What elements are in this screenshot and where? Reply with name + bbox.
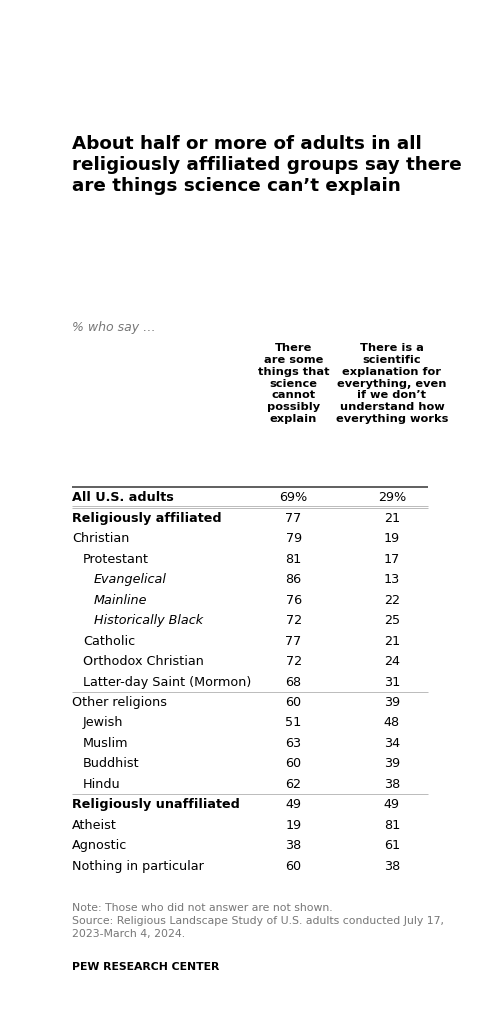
Text: 68: 68 [285, 675, 302, 688]
Text: 38: 38 [384, 860, 400, 873]
Text: All U.S. adults: All U.S. adults [72, 491, 174, 504]
Text: 77: 77 [285, 634, 302, 648]
Text: 69%: 69% [280, 491, 308, 504]
Text: 39: 39 [384, 696, 400, 709]
Text: 60: 60 [285, 757, 302, 770]
Text: Muslim: Muslim [83, 737, 128, 750]
Text: 39: 39 [384, 757, 400, 770]
Text: Protestant: Protestant [83, 552, 149, 566]
Text: 63: 63 [285, 737, 302, 750]
Text: 48: 48 [384, 716, 400, 729]
Text: Hindu: Hindu [83, 777, 121, 791]
Text: 62: 62 [285, 777, 302, 791]
Text: There is a
scientific
explanation for
everything, even
if we don’t
understand ho: There is a scientific explanation for ev… [336, 344, 448, 424]
Text: 79: 79 [285, 532, 302, 545]
Text: 81: 81 [384, 818, 400, 832]
Text: 60: 60 [285, 860, 302, 873]
Text: 31: 31 [384, 675, 400, 688]
Text: Historically Black: Historically Black [94, 614, 203, 627]
Text: Atheist: Atheist [72, 818, 117, 832]
Text: 22: 22 [384, 593, 400, 607]
Text: About half or more of adults in all
religiously affiliated groups say there
are : About half or more of adults in all reli… [72, 135, 462, 194]
Text: 51: 51 [285, 716, 302, 729]
Text: 17: 17 [384, 552, 400, 566]
Text: Nothing in particular: Nothing in particular [72, 860, 204, 873]
Text: Religiously affiliated: Religiously affiliated [72, 512, 222, 525]
Text: 86: 86 [285, 573, 302, 586]
Text: 72: 72 [285, 614, 302, 627]
Text: 77: 77 [285, 512, 302, 525]
Text: 60: 60 [285, 696, 302, 709]
Text: 21: 21 [384, 512, 400, 525]
Text: Evangelical: Evangelical [94, 573, 166, 586]
Text: 19: 19 [384, 532, 400, 545]
Text: 49: 49 [285, 798, 302, 811]
Text: 29%: 29% [378, 491, 406, 504]
Text: Orthodox Christian: Orthodox Christian [83, 655, 204, 668]
Text: % who say …: % who say … [72, 321, 156, 335]
Text: Note: Those who did not answer are not shown.
Source: Religious Landscape Study : Note: Those who did not answer are not s… [72, 903, 445, 939]
Text: 21: 21 [384, 634, 400, 648]
Text: 49: 49 [384, 798, 400, 811]
Text: 38: 38 [384, 777, 400, 791]
Text: 13: 13 [384, 573, 400, 586]
Text: 76: 76 [285, 593, 302, 607]
Text: 38: 38 [285, 840, 302, 852]
Text: PEW RESEARCH CENTER: PEW RESEARCH CENTER [72, 963, 220, 972]
Text: Jewish: Jewish [83, 716, 123, 729]
Text: There
are some
things that
science
cannot
possibly
explain: There are some things that science canno… [258, 344, 329, 424]
Text: 34: 34 [384, 737, 400, 750]
Text: 19: 19 [285, 818, 302, 832]
Text: 24: 24 [384, 655, 400, 668]
Text: Latter-day Saint (Mormon): Latter-day Saint (Mormon) [83, 675, 251, 688]
Text: Buddhist: Buddhist [83, 757, 140, 770]
Text: Religiously unaffiliated: Religiously unaffiliated [72, 798, 240, 811]
Text: 61: 61 [384, 840, 400, 852]
Text: 25: 25 [384, 614, 400, 627]
Text: Christian: Christian [72, 532, 130, 545]
Text: Agnostic: Agnostic [72, 840, 127, 852]
Text: Mainline: Mainline [94, 593, 147, 607]
Text: 72: 72 [285, 655, 302, 668]
Text: Catholic: Catholic [83, 634, 135, 648]
Text: 81: 81 [285, 552, 302, 566]
Text: Other religions: Other religions [72, 696, 167, 709]
